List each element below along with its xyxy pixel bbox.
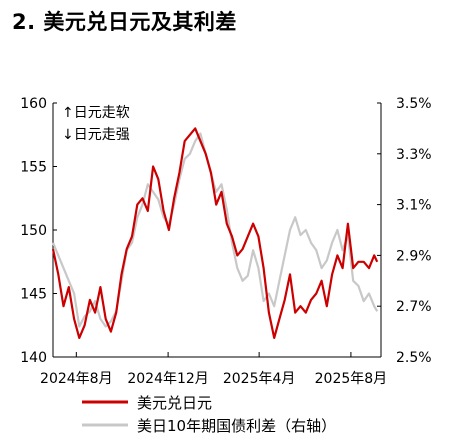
y-left-tick-label: 140 (20, 350, 47, 366)
x-tick-label: 2025年8月 (315, 371, 388, 387)
x-tick-label: 2024年12月 (127, 371, 208, 387)
series-layer (51, 127, 379, 339)
y-left-tick-label: 155 (20, 160, 47, 176)
y-left-tick-label: 145 (20, 287, 47, 303)
y-right-tick-label: 2.9% (396, 248, 432, 264)
legend-label: 美日10年期国债利差（右轴） (137, 417, 336, 435)
y-left-tick-label: 160 (20, 96, 47, 112)
y-right-tick-label: 3.1% (396, 198, 432, 214)
x-tick-label: 2024年8月 (40, 371, 113, 387)
usdjpy-series-line (51, 127, 379, 339)
annotation-layer: ↑日元走软 ↓日元走强 (62, 105, 130, 143)
y-right-tick-label: 2.7% (396, 299, 432, 315)
y-left-tick-label: 150 (20, 223, 47, 239)
annotation-label: ↓日元走强 (62, 127, 130, 143)
chart-axes: 140 145 150 155 160 2.5% 2.7% 2.9% 3.1% 3.3% 3.5% 2… (20, 96, 431, 387)
y-right-tick-label: 2.5% (396, 350, 432, 366)
y-right-tick-label: 3.3% (396, 147, 432, 163)
annotation-label: ↑日元走软 (62, 105, 130, 121)
legend-label: 美元兑日元 (137, 394, 212, 412)
y-right-tick-label: 3.5% (396, 96, 432, 112)
x-tick-label: 2025年4月 (223, 371, 296, 387)
page-title: 2. 美元兑日元及其利差 (12, 10, 237, 34)
